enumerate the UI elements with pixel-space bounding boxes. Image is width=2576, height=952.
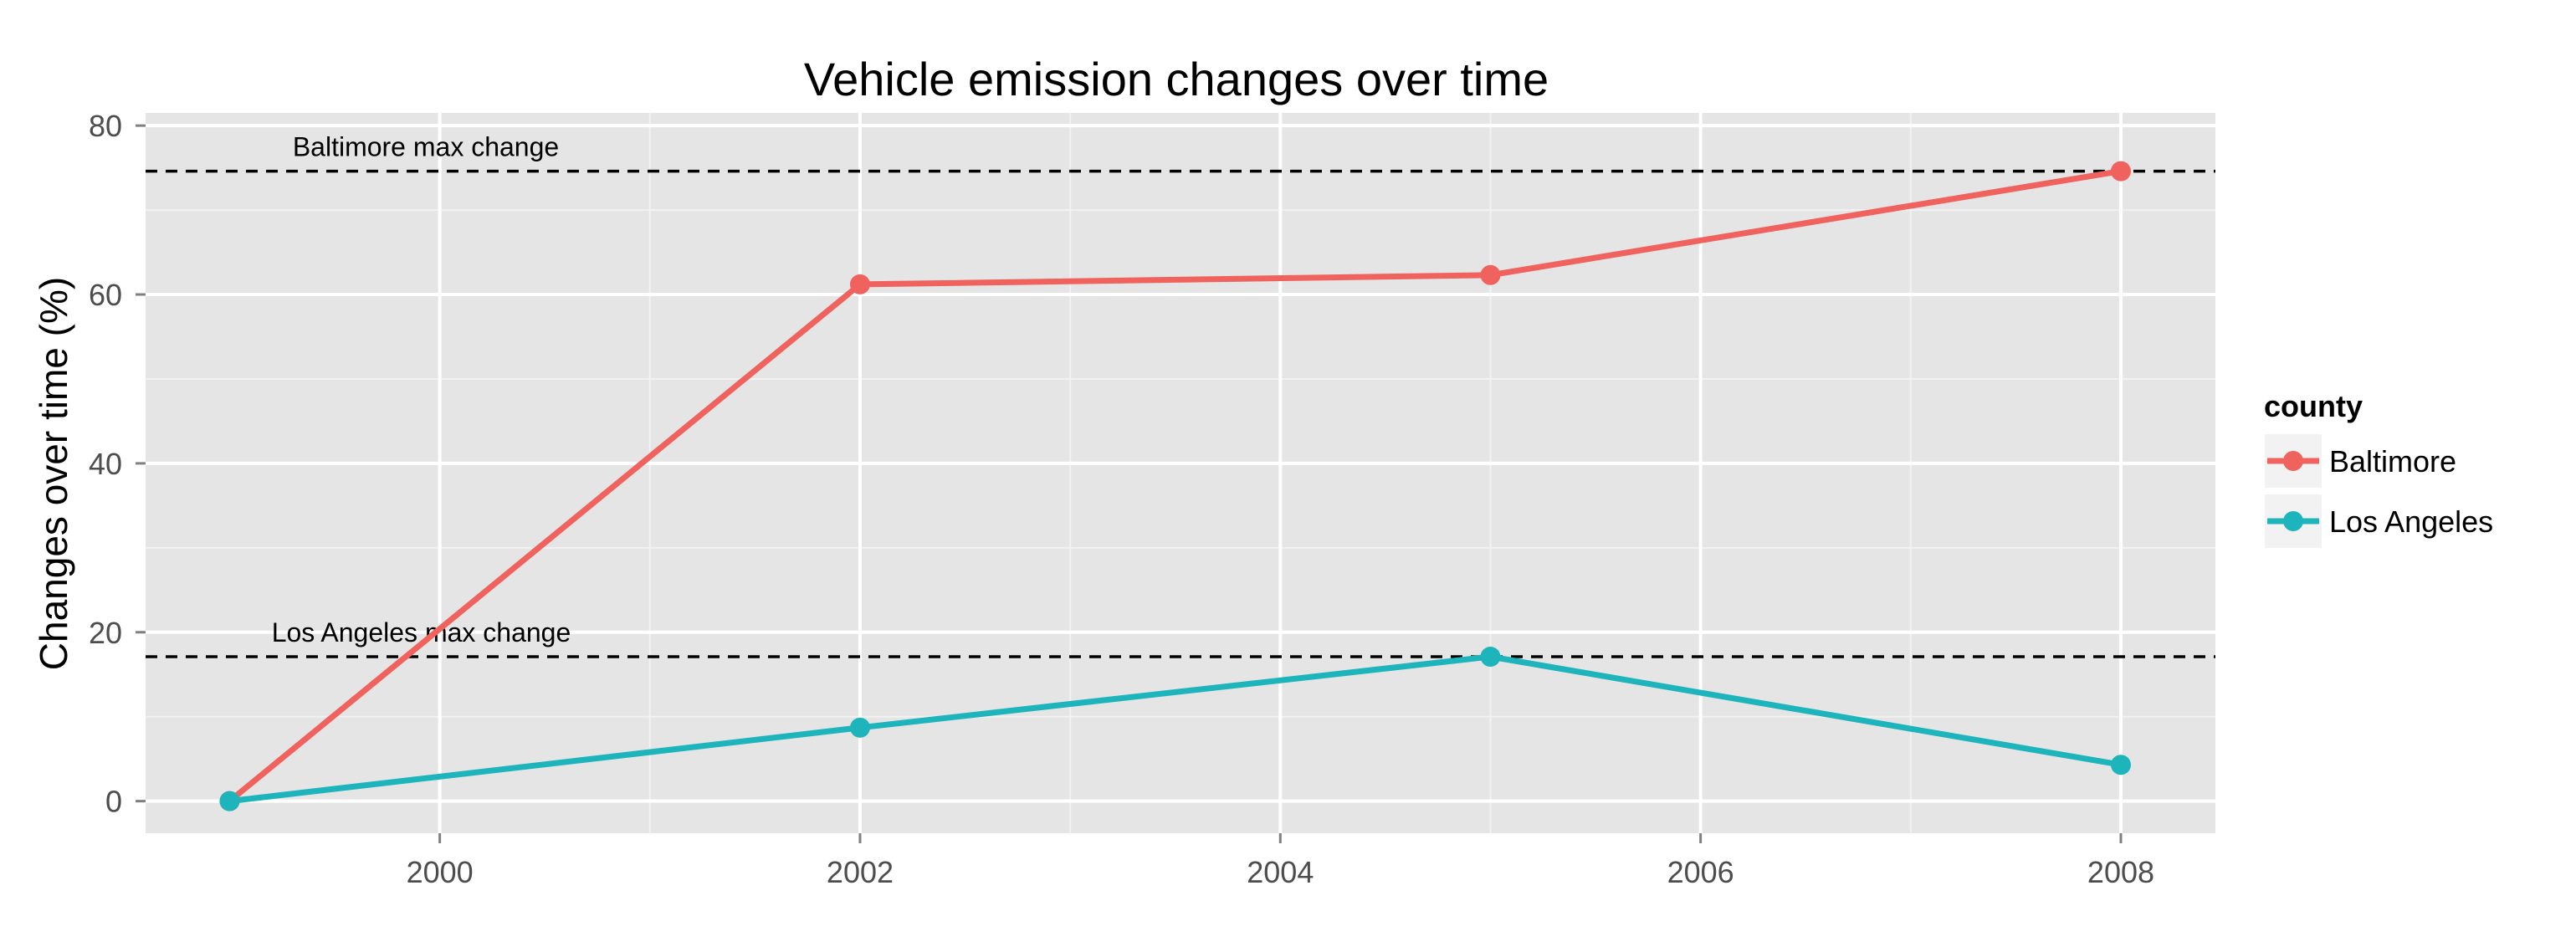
series-line [227,168,2124,805]
y-tick-label: 20 [89,616,122,650]
x-tick-label: 2000 [407,855,474,889]
axes: 2000 2002 2004 2006 2008 0 20 40 60 80 [89,109,2154,889]
data-point [2110,161,2131,182]
legend-title: county [2264,389,2363,423]
data-point [1480,264,1501,285]
x-tick-label: 2002 [827,855,894,889]
x-tick-label: 2008 [2087,855,2154,889]
reference-line-label: Baltimore max change [293,132,559,162]
y-tick-label: 60 [89,278,122,312]
legend-label: Baltimore [2329,444,2456,479]
y-tick-label: 0 [105,785,122,819]
x-tick-label: 2006 [1667,855,1734,889]
plot-background [146,113,2215,833]
plot-panel [146,113,2215,833]
data-point [2110,755,2131,775]
chart-title: Vehicle emission changes over time [804,53,1549,105]
x-tick-label: 2004 [1247,855,1314,889]
y-tick-label: 80 [89,109,122,143]
series-line [227,653,2124,805]
series-lines [219,161,2131,811]
data-point [219,791,240,811]
legend: county Baltimore Los Angeles [2263,389,2493,550]
legend-key-point [2283,511,2303,531]
data-point [849,274,870,294]
data-point [849,717,870,738]
y-axis-label: Changes over time (%) [32,277,75,670]
y-tick-label: 40 [89,447,122,481]
legend-key-point [2283,451,2303,471]
legend-label: Los Angeles [2329,504,2493,539]
data-point [1480,647,1501,668]
